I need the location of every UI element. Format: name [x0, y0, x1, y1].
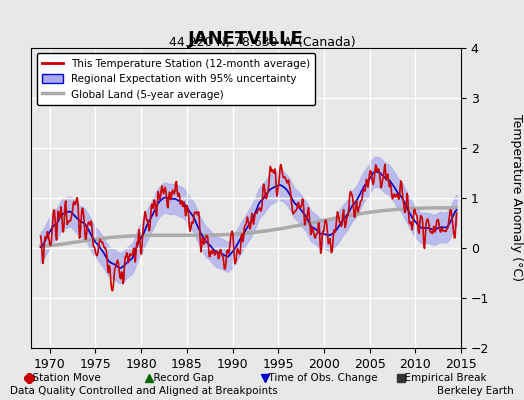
Legend: This Temperature Station (12-month average), Regional Expectation with 95% uncer: This Temperature Station (12-month avera… — [37, 53, 315, 105]
Text: Time of Obs. Change: Time of Obs. Change — [262, 373, 377, 383]
Text: Station Move: Station Move — [26, 373, 101, 383]
Y-axis label: Temperature Anomaly (°C): Temperature Anomaly (°C) — [510, 114, 523, 282]
Title: JANETVILLE: JANETVILLE — [189, 30, 304, 48]
Text: Record Gap: Record Gap — [147, 373, 214, 383]
Text: Empirical Break: Empirical Break — [398, 373, 487, 383]
Text: 44.220 N, 78.630 W (Canada): 44.220 N, 78.630 W (Canada) — [169, 36, 355, 49]
Text: Berkeley Earth: Berkeley Earth — [437, 386, 514, 396]
Text: Data Quality Controlled and Aligned at Breakpoints: Data Quality Controlled and Aligned at B… — [10, 386, 278, 396]
